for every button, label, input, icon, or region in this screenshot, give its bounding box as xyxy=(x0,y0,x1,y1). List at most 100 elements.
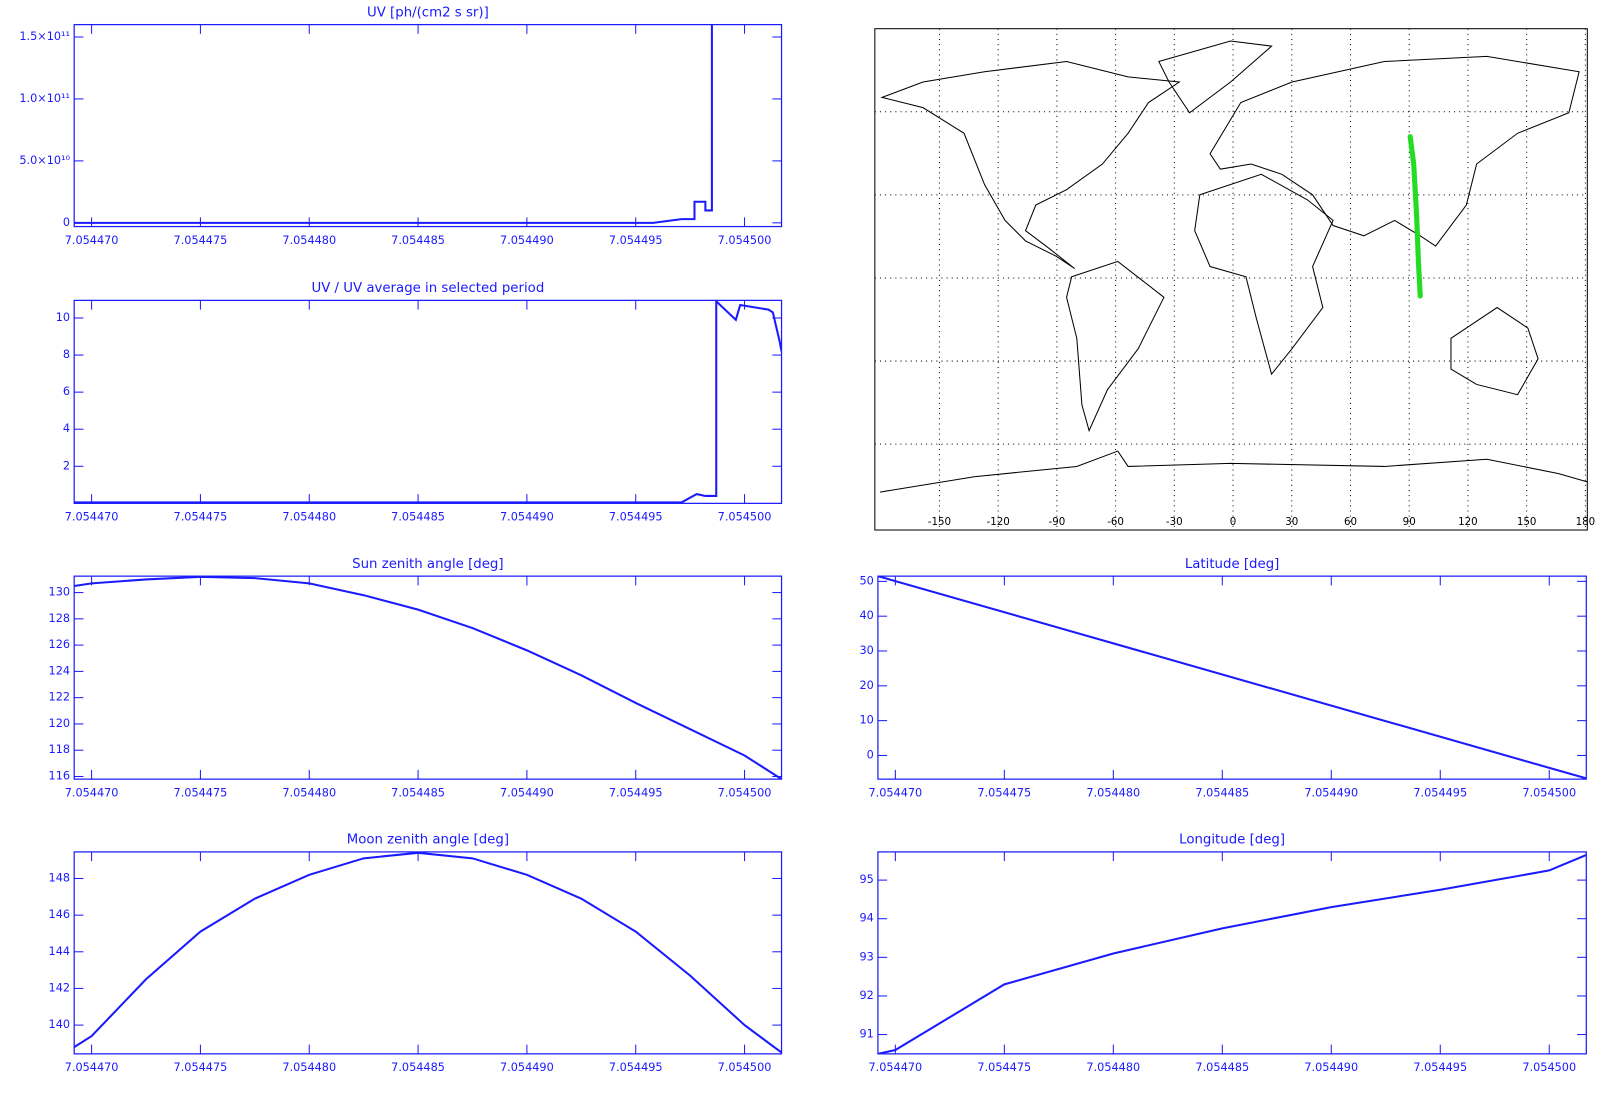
x-tick-label: 120 xyxy=(1458,516,1478,528)
chart-panel: UV [ph/(cm2 s sr)] 7.054470 7.054475 7.0544… xyxy=(19,5,783,247)
data-line xyxy=(877,854,1587,1054)
y-tick-label: 91 xyxy=(859,1028,873,1041)
x-tick-label: 90 xyxy=(1403,516,1416,528)
y-tick-label: 120 xyxy=(49,717,71,730)
x-tick-label: 7.054490 xyxy=(500,786,554,799)
greenland xyxy=(1158,40,1273,114)
x-tick-label: 30 xyxy=(1285,516,1298,528)
x-tick-label: 7.054475 xyxy=(174,234,228,247)
y-tick-label: 10 xyxy=(56,311,70,324)
x-tick-label: 7.054480 xyxy=(282,511,336,524)
data-line xyxy=(877,576,1587,780)
x-tick-label: 7.054500 xyxy=(1522,786,1576,799)
y-tick-label: 124 xyxy=(49,664,71,677)
coastlines xyxy=(879,40,1588,493)
x-tick-label: 7.054485 xyxy=(391,786,445,799)
y-tick-label: 40 xyxy=(859,609,873,622)
data-line xyxy=(74,300,782,504)
y-tick-label: 1.0×10¹¹ xyxy=(19,92,70,105)
x-tick-label: 7.054495 xyxy=(609,1061,663,1074)
x-tick-label: -120 xyxy=(987,516,1010,528)
x-tick-label: 7.054470 xyxy=(868,1061,922,1074)
y-tick-label: 116 xyxy=(49,769,71,782)
x-tick-label: 7.054495 xyxy=(1413,786,1467,799)
x-tick-label: 7.054475 xyxy=(174,1061,228,1074)
y-tick-label: 92 xyxy=(859,989,873,1002)
x-tick-label: -60 xyxy=(1107,516,1124,528)
y-tick-label: 94 xyxy=(859,912,873,925)
y-tick-label: 122 xyxy=(49,691,71,704)
x-tick-label: 7.054485 xyxy=(391,234,445,247)
x-tick-label: 150 xyxy=(1517,516,1537,528)
y-tick-label: 140 xyxy=(49,1018,71,1031)
y-tick-label: 5.0×10¹⁰ xyxy=(19,154,70,167)
y-tick-label: 30 xyxy=(859,644,873,657)
x-tick-label: -150 xyxy=(928,516,951,528)
data-line xyxy=(74,576,782,780)
y-tick-label: 10 xyxy=(859,714,873,727)
x-tick-label: 7.054485 xyxy=(391,1061,445,1074)
south-america xyxy=(1066,260,1165,433)
x-tick-label: 7.054480 xyxy=(282,1061,336,1074)
plot-frame xyxy=(73,23,783,228)
plot-frame xyxy=(877,851,1587,1055)
x-tick-label: 7.054495 xyxy=(609,786,663,799)
y-tick-label: 20 xyxy=(859,679,873,692)
x-tick-label: 7.054490 xyxy=(500,511,554,524)
x-tick-label: 7.054470 xyxy=(65,1061,119,1074)
antarctica xyxy=(879,450,1588,493)
plot-frame xyxy=(877,575,1587,780)
y-tick-label: 1.5×10¹¹ xyxy=(19,30,70,43)
x-tick-label: 7.054490 xyxy=(1304,1061,1358,1074)
x-tick-label: 7.054480 xyxy=(1086,1061,1140,1074)
x-tick-label: 7.054485 xyxy=(391,511,445,524)
x-tick-label: 7.054475 xyxy=(977,1061,1031,1074)
plot-frame xyxy=(73,851,783,1055)
y-tick-label: 2 xyxy=(63,459,70,472)
y-tick-label: 95 xyxy=(859,873,873,886)
x-tick-label: 7.054485 xyxy=(1195,1061,1249,1074)
x-tick-label: 7.054490 xyxy=(500,1061,554,1074)
chart-title: UV [ph/(cm2 s sr)] xyxy=(367,5,489,20)
australia xyxy=(1450,306,1539,396)
y-tick-label: 148 xyxy=(49,871,71,884)
y-tick-label: 0 xyxy=(867,748,874,761)
x-tick-label: -30 xyxy=(1166,516,1183,528)
chart-panel: UV / UV average in selected period 7.0544… xyxy=(56,281,783,524)
y-tick-label: 128 xyxy=(49,612,71,625)
y-tick-label: 142 xyxy=(49,981,71,994)
y-tick-label: 93 xyxy=(859,950,873,963)
chart-panel: Sun zenith angle [deg] 7.054470 7.054475 7.… xyxy=(49,557,783,799)
x-tick-label: 7.054485 xyxy=(1195,786,1249,799)
x-tick-label: 0 xyxy=(1230,516,1237,528)
ground-track xyxy=(1407,134,1423,299)
y-tick-label: 0 xyxy=(63,216,70,229)
x-tick-label: 7.054495 xyxy=(609,234,663,247)
x-tick-label: 7.054500 xyxy=(718,1061,772,1074)
africa xyxy=(1194,173,1334,376)
chart-panel: Moon zenith angle [deg] 7.054470 7.054475 7… xyxy=(49,833,783,1074)
y-tick-label: 4 xyxy=(63,422,70,435)
x-tick-label: 180 xyxy=(1576,516,1596,528)
x-tick-label: -90 xyxy=(1048,516,1065,528)
x-tick-label: 7.054500 xyxy=(1522,1061,1576,1074)
y-tick-label: 126 xyxy=(49,638,71,651)
x-tick-label: 7.054490 xyxy=(500,234,554,247)
x-tick-label: 7.054475 xyxy=(174,786,228,799)
x-tick-label: 7.054480 xyxy=(282,234,336,247)
y-tick-label: 8 xyxy=(63,348,70,361)
x-tick-label: 7.054480 xyxy=(282,786,336,799)
x-tick-label: 7.054475 xyxy=(174,511,228,524)
y-tick-label: 144 xyxy=(49,945,71,958)
x-tick-label: 7.054480 xyxy=(1086,786,1140,799)
x-tick-label: 7.054500 xyxy=(718,786,772,799)
eurasia xyxy=(1209,55,1580,247)
x-tick-label: 60 xyxy=(1344,516,1357,528)
data-line xyxy=(74,851,782,1054)
x-tick-label: 7.054470 xyxy=(65,786,119,799)
map-frame xyxy=(874,28,1588,531)
x-tick-label: 7.054500 xyxy=(718,511,772,524)
x-tick-label: 7.054470 xyxy=(65,234,119,247)
y-tick-label: 130 xyxy=(49,586,71,599)
